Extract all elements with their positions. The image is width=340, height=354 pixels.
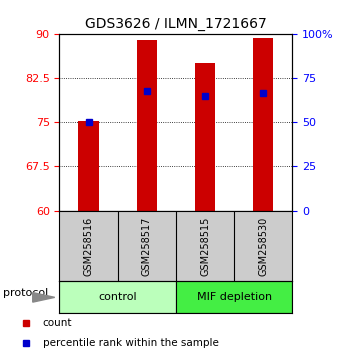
Text: GSM258515: GSM258515 <box>200 216 210 276</box>
Bar <box>137 40 157 211</box>
Bar <box>253 38 273 211</box>
Text: protocol: protocol <box>3 287 48 298</box>
Bar <box>195 63 215 211</box>
Text: count: count <box>43 318 72 328</box>
Text: control: control <box>98 292 137 302</box>
Title: GDS3626 / ILMN_1721667: GDS3626 / ILMN_1721667 <box>85 17 267 31</box>
Text: MIF depletion: MIF depletion <box>197 292 272 302</box>
Bar <box>59 281 176 313</box>
Text: percentile rank within the sample: percentile rank within the sample <box>43 338 219 348</box>
Bar <box>176 281 292 313</box>
Text: GSM258530: GSM258530 <box>258 216 268 276</box>
Polygon shape <box>33 292 55 302</box>
Bar <box>79 121 99 211</box>
Text: GSM258516: GSM258516 <box>84 216 94 276</box>
Text: GSM258517: GSM258517 <box>142 216 152 276</box>
